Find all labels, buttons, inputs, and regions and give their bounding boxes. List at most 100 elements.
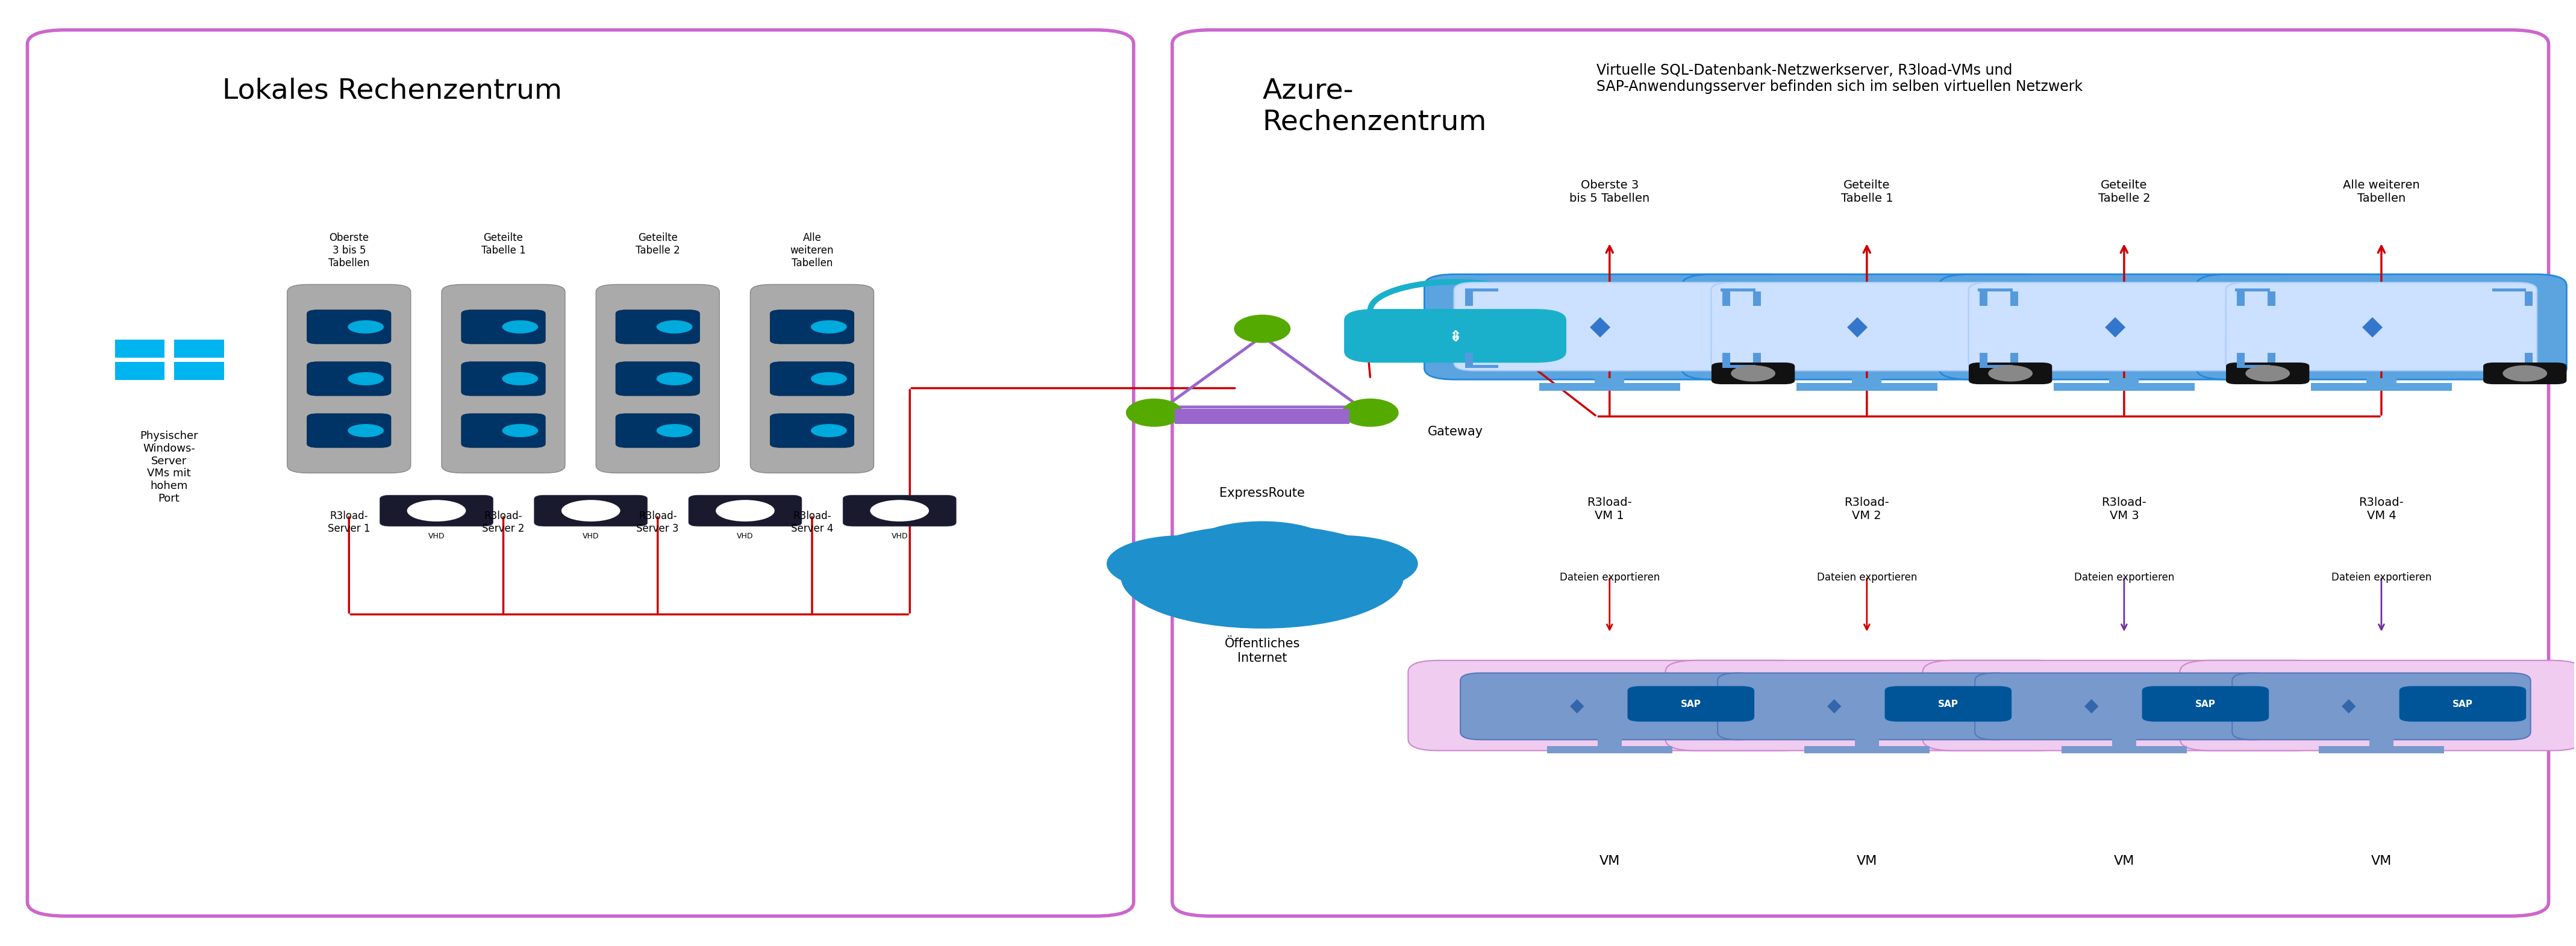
Circle shape — [657, 372, 693, 385]
FancyBboxPatch shape — [595, 285, 719, 473]
FancyBboxPatch shape — [2494, 289, 2527, 291]
FancyBboxPatch shape — [2524, 291, 2532, 307]
FancyBboxPatch shape — [750, 285, 873, 473]
Text: VHD: VHD — [428, 533, 446, 540]
FancyBboxPatch shape — [1409, 660, 1811, 750]
FancyBboxPatch shape — [1968, 362, 2053, 384]
FancyBboxPatch shape — [2226, 362, 2308, 384]
Ellipse shape — [1234, 315, 1291, 342]
FancyBboxPatch shape — [1597, 739, 1620, 746]
Text: Dateien exportieren: Dateien exportieren — [1558, 572, 1659, 583]
Text: VM: VM — [2370, 855, 2391, 867]
Text: ◆: ◆ — [1847, 314, 1868, 340]
FancyBboxPatch shape — [440, 285, 564, 473]
Text: SAP: SAP — [1937, 700, 1958, 709]
Text: VHD: VHD — [582, 533, 600, 540]
FancyBboxPatch shape — [2233, 673, 2530, 740]
Text: ⇕: ⇕ — [1448, 330, 1461, 344]
Text: ◆: ◆ — [1569, 697, 1584, 715]
Text: R3load-
Server 2: R3load- Server 2 — [482, 511, 526, 534]
FancyBboxPatch shape — [1721, 289, 1754, 291]
FancyBboxPatch shape — [1718, 673, 2017, 740]
Text: Oberste
3 bis 5
Tabellen: Oberste 3 bis 5 Tabellen — [327, 233, 368, 269]
FancyBboxPatch shape — [116, 340, 165, 358]
FancyBboxPatch shape — [1978, 289, 2012, 291]
Text: ◆: ◆ — [2342, 697, 2354, 715]
Text: ◆: ◆ — [2105, 314, 2125, 340]
FancyBboxPatch shape — [1855, 739, 1878, 746]
FancyBboxPatch shape — [2112, 739, 2136, 746]
FancyBboxPatch shape — [2236, 289, 2269, 291]
FancyBboxPatch shape — [1968, 283, 2280, 371]
FancyBboxPatch shape — [770, 413, 855, 447]
Text: VM: VM — [1857, 855, 1878, 867]
Circle shape — [2246, 365, 2290, 381]
FancyBboxPatch shape — [1453, 283, 1765, 371]
FancyBboxPatch shape — [1466, 289, 1499, 291]
FancyBboxPatch shape — [175, 340, 224, 358]
FancyBboxPatch shape — [1922, 660, 2326, 750]
Circle shape — [657, 424, 693, 437]
FancyBboxPatch shape — [1976, 673, 2275, 740]
FancyBboxPatch shape — [1978, 365, 2012, 368]
Text: VHD: VHD — [891, 533, 907, 540]
Text: R3load-
VM 1: R3load- VM 1 — [1587, 497, 1633, 521]
FancyBboxPatch shape — [307, 310, 392, 343]
FancyBboxPatch shape — [2061, 746, 2187, 753]
Text: Dateien exportieren: Dateien exportieren — [2074, 572, 2174, 583]
Text: R3load-
Server 1: R3load- Server 1 — [327, 511, 371, 534]
Circle shape — [871, 499, 930, 521]
FancyBboxPatch shape — [1682, 274, 2053, 379]
Text: VHD: VHD — [737, 533, 752, 540]
FancyBboxPatch shape — [2236, 291, 2244, 307]
FancyBboxPatch shape — [2494, 365, 2527, 368]
FancyBboxPatch shape — [2226, 283, 2537, 371]
Circle shape — [811, 372, 848, 385]
FancyBboxPatch shape — [2483, 362, 2566, 384]
Circle shape — [1188, 521, 1337, 575]
FancyBboxPatch shape — [2267, 353, 2275, 368]
Text: SAP: SAP — [2195, 700, 2215, 709]
FancyBboxPatch shape — [1628, 686, 1754, 722]
FancyBboxPatch shape — [1710, 362, 1795, 384]
Circle shape — [657, 321, 693, 334]
Circle shape — [1731, 365, 1775, 381]
FancyBboxPatch shape — [533, 495, 647, 526]
FancyBboxPatch shape — [307, 361, 392, 395]
FancyBboxPatch shape — [307, 413, 392, 447]
FancyBboxPatch shape — [1723, 353, 1731, 368]
Text: ◆: ◆ — [1826, 697, 1842, 715]
FancyBboxPatch shape — [2524, 353, 2532, 368]
Text: Geteilte
Tabelle 1: Geteilte Tabelle 1 — [482, 233, 526, 256]
FancyBboxPatch shape — [1345, 309, 1566, 362]
Circle shape — [2504, 365, 2548, 381]
FancyBboxPatch shape — [1595, 378, 1625, 384]
FancyBboxPatch shape — [2197, 274, 2566, 379]
FancyBboxPatch shape — [616, 413, 701, 447]
FancyBboxPatch shape — [1721, 365, 1754, 368]
Text: R3load-
VM 4: R3load- VM 4 — [2360, 497, 2403, 521]
FancyBboxPatch shape — [616, 310, 701, 343]
FancyBboxPatch shape — [1723, 365, 1757, 368]
Circle shape — [502, 321, 538, 334]
FancyBboxPatch shape — [1466, 291, 1473, 307]
FancyBboxPatch shape — [1466, 353, 1473, 368]
FancyBboxPatch shape — [116, 362, 165, 380]
FancyBboxPatch shape — [1540, 383, 1680, 391]
Text: Azure-
Rechenzentrum: Azure- Rechenzentrum — [1262, 77, 1486, 135]
FancyBboxPatch shape — [379, 495, 492, 526]
FancyBboxPatch shape — [1754, 291, 1762, 307]
FancyBboxPatch shape — [770, 361, 855, 395]
Text: Alle weiteren
Tabellen: Alle weiteren Tabellen — [2344, 180, 2419, 204]
FancyBboxPatch shape — [2009, 353, 2017, 368]
FancyBboxPatch shape — [2367, 378, 2396, 384]
Circle shape — [502, 424, 538, 437]
FancyBboxPatch shape — [1978, 353, 1986, 368]
Circle shape — [407, 499, 466, 521]
Circle shape — [502, 372, 538, 385]
FancyBboxPatch shape — [1978, 291, 1986, 307]
Circle shape — [1108, 535, 1262, 592]
Text: ⇔: ⇔ — [1450, 333, 1458, 342]
Ellipse shape — [1126, 398, 1182, 427]
FancyBboxPatch shape — [1978, 289, 2012, 291]
